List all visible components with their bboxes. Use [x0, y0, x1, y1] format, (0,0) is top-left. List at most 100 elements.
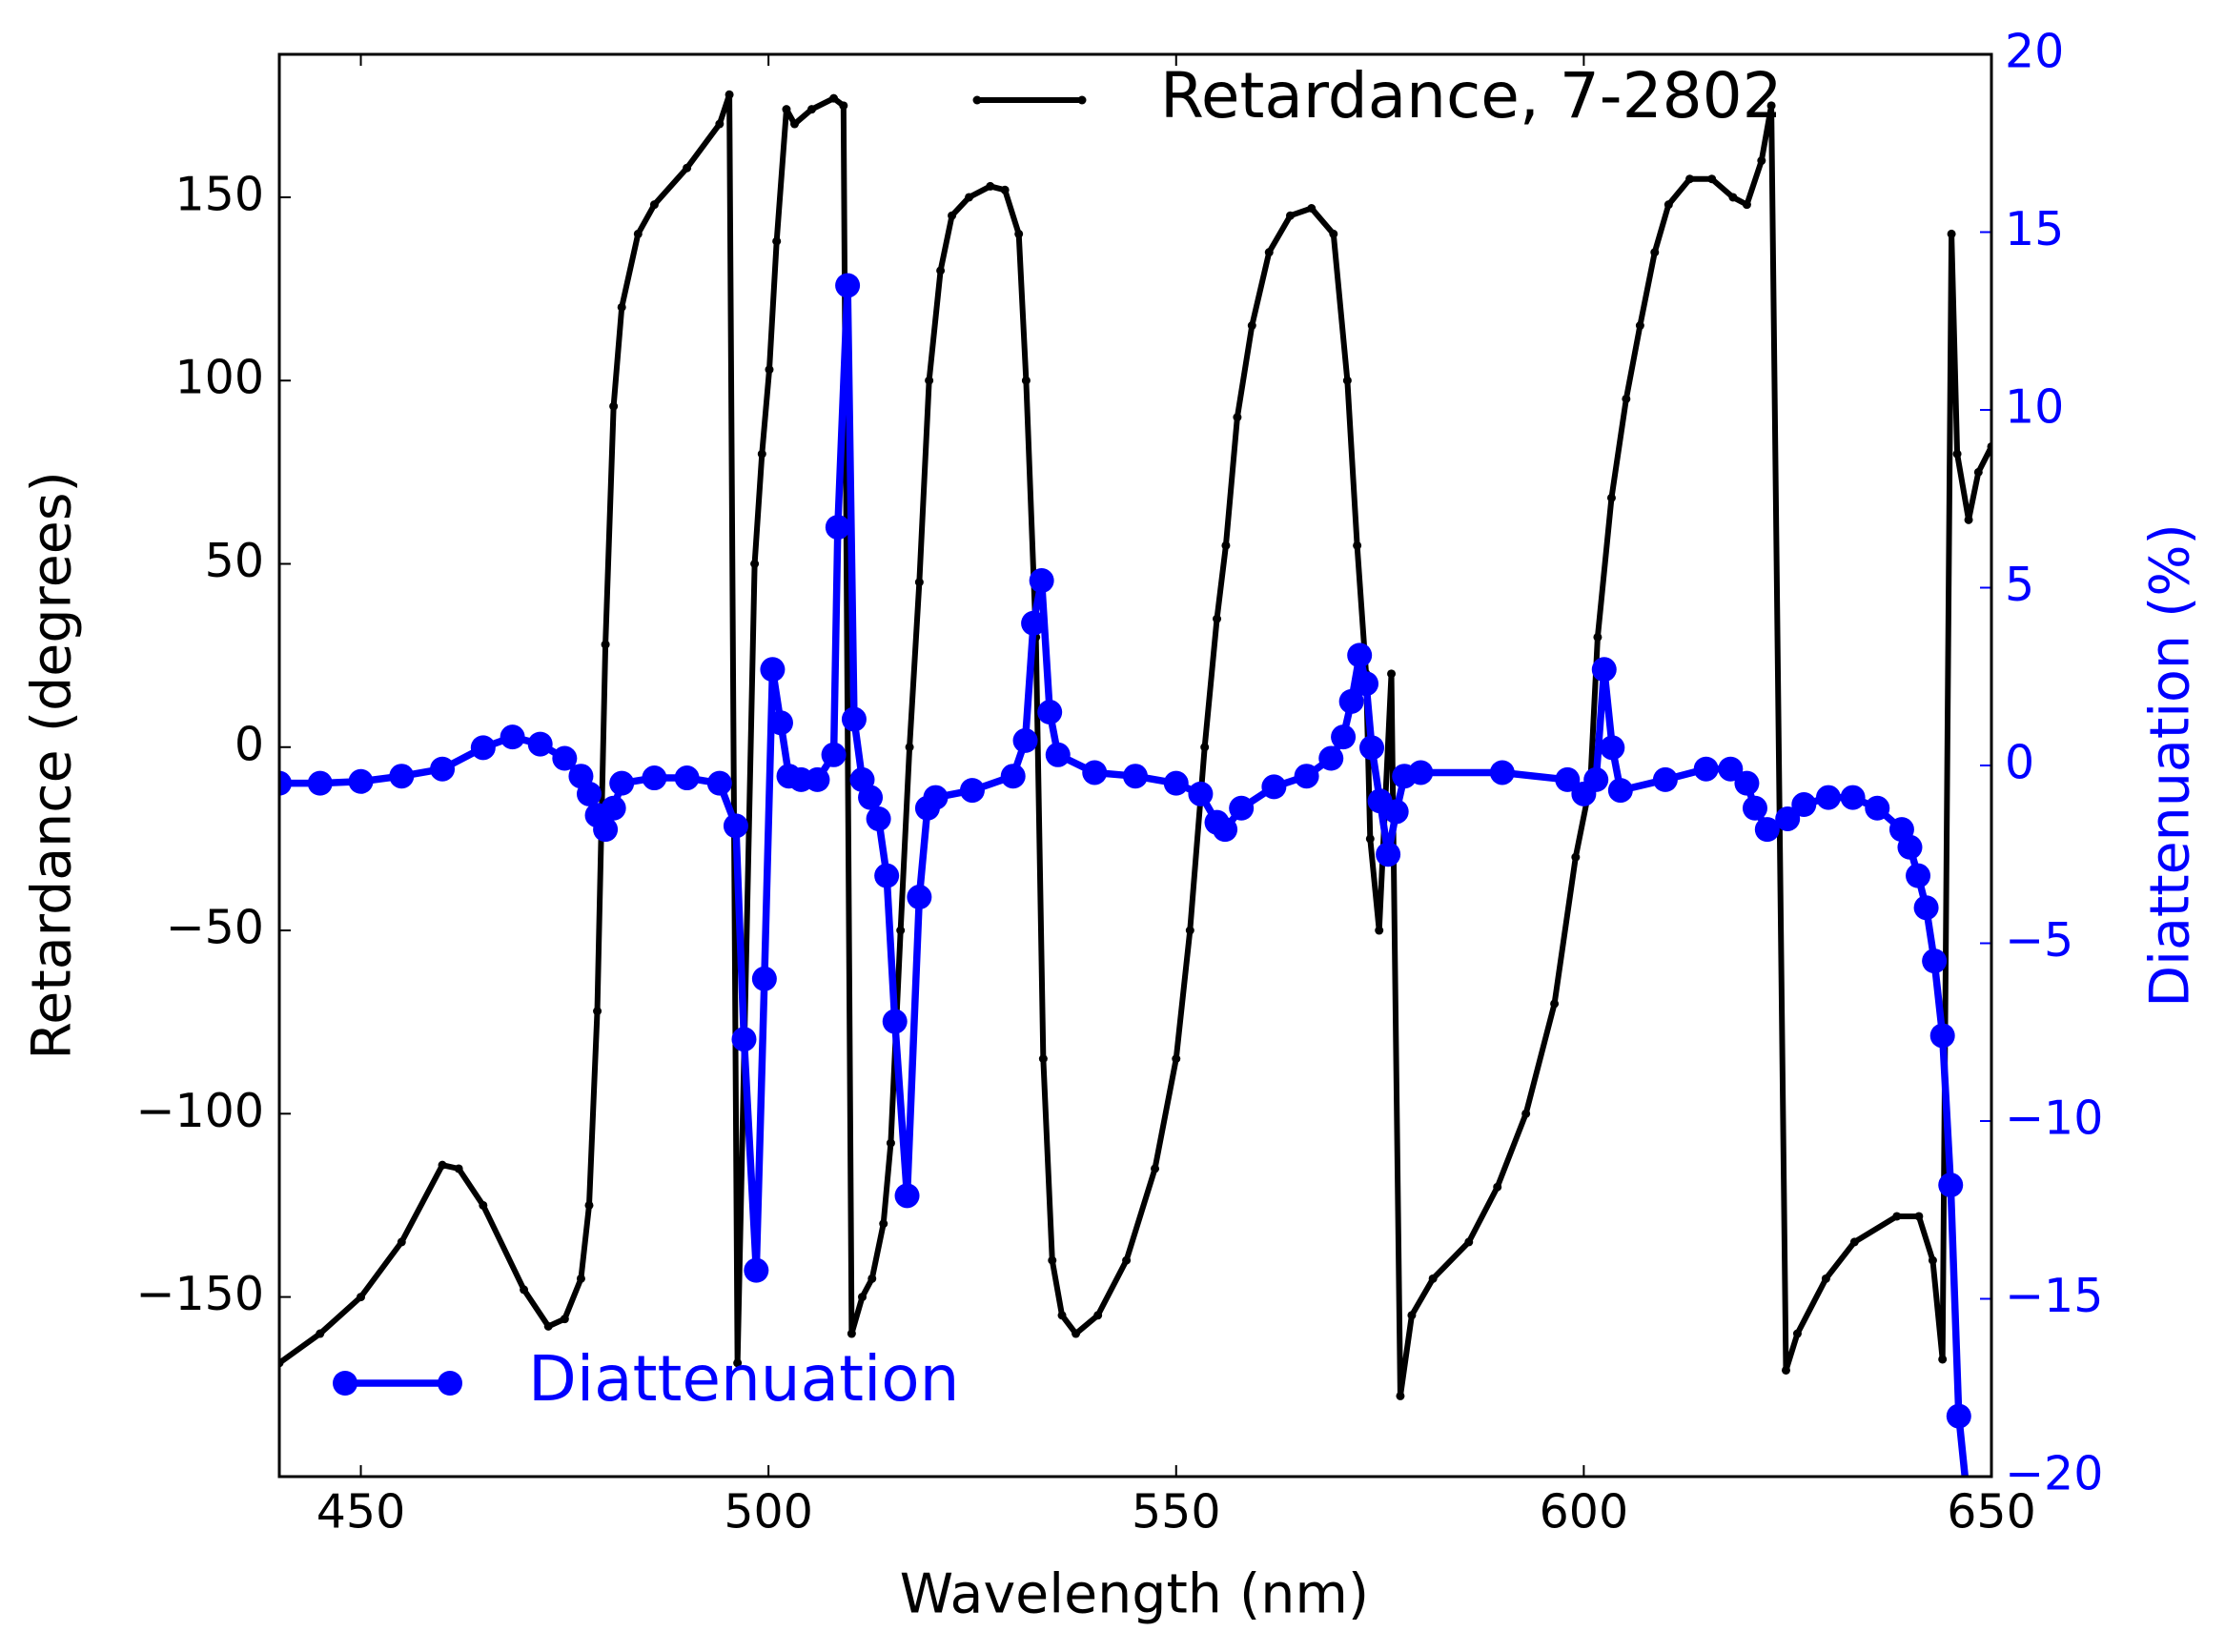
- legend-marker: [1077, 95, 1087, 105]
- data-point: [1188, 781, 1214, 806]
- data-point: [1264, 248, 1274, 257]
- x-tick-label: 600: [1540, 1485, 1629, 1540]
- data-point: [584, 1200, 594, 1210]
- data-point: [683, 163, 692, 173]
- data-point: [1375, 926, 1384, 935]
- data-point: [649, 200, 659, 210]
- data-point: [1583, 766, 1609, 792]
- data-point: [552, 745, 578, 771]
- x-tick-label: 450: [316, 1485, 406, 1540]
- data-point: [782, 105, 791, 114]
- data-point: [1865, 795, 1890, 821]
- data-point: [733, 1358, 743, 1368]
- plot-frame: [277, 52, 1993, 1479]
- data-point: [936, 266, 946, 275]
- data-point: [907, 885, 932, 910]
- data-point: [1261, 774, 1287, 800]
- data-point: [1947, 229, 1956, 238]
- data-point: [986, 181, 995, 191]
- data-point: [1045, 742, 1071, 767]
- x-axis-label: Wavelength (nm): [900, 1563, 1369, 1626]
- data-point: [925, 376, 934, 385]
- data-point: [1247, 321, 1256, 331]
- data-point: [1213, 817, 1238, 843]
- data-point: [560, 1315, 569, 1324]
- data-point: [1338, 688, 1364, 714]
- data-point: [1307, 204, 1317, 214]
- data-point: [1938, 1173, 1964, 1198]
- y-axis-label: Retardance (degrees): [21, 471, 84, 1060]
- data-point: [1946, 1403, 1971, 1429]
- data-point: [601, 640, 610, 649]
- data-point: [806, 105, 816, 114]
- data-point: [1172, 1054, 1181, 1064]
- data-point: [576, 1274, 585, 1283]
- data-point: [905, 743, 914, 752]
- data-point: [1929, 1023, 1955, 1049]
- data-point: [1521, 1109, 1531, 1118]
- data-point: [1123, 764, 1148, 789]
- data-point: [1037, 700, 1063, 725]
- data-point: [882, 1009, 908, 1034]
- data-point: [886, 1138, 895, 1148]
- data-point: [1964, 515, 1973, 524]
- data-point: [1973, 467, 1983, 477]
- y2-tick-label: −10: [2005, 1091, 2103, 1146]
- data-point: [1000, 185, 1010, 194]
- data-point: [1428, 1274, 1438, 1283]
- data-point: [1221, 540, 1231, 550]
- data-point: [1622, 394, 1631, 403]
- legend: Diattenuation: [333, 1342, 960, 1416]
- data-point: [1928, 1255, 1937, 1265]
- data-point: [1707, 174, 1717, 184]
- data-point: [1151, 1164, 1160, 1173]
- data-point: [1014, 229, 1024, 238]
- data-point: [858, 785, 884, 810]
- data-point: [835, 273, 861, 298]
- data-point: [520, 1285, 529, 1295]
- data-point: [767, 710, 793, 736]
- data-point: [1407, 1311, 1417, 1320]
- data-point: [1185, 926, 1194, 935]
- data-point: [757, 449, 766, 459]
- data-point: [715, 119, 725, 129]
- data-point: [454, 1164, 463, 1173]
- data-point: [772, 236, 782, 246]
- series-line: [279, 281, 1970, 1477]
- y2-tick-label: −15: [2005, 1269, 2103, 1323]
- data-point: [1791, 792, 1817, 818]
- data-point: [706, 770, 732, 796]
- data-point: [389, 764, 415, 789]
- data-point: [1754, 817, 1780, 843]
- data-point: [1766, 101, 1776, 111]
- data-point: [1029, 568, 1054, 594]
- data-point: [1600, 735, 1625, 761]
- data-point: [279, 770, 292, 796]
- data-point: [1464, 1237, 1474, 1247]
- data-point: [1728, 193, 1738, 202]
- data-point: [959, 778, 985, 804]
- data-point: [1331, 724, 1357, 750]
- data-point: [609, 770, 635, 796]
- data-point: [1021, 376, 1031, 385]
- data-point: [1000, 764, 1026, 789]
- data-point: [543, 1321, 553, 1331]
- data-point: [725, 90, 734, 99]
- data-point: [1757, 156, 1766, 166]
- data-point: [1906, 863, 1931, 888]
- data-point: [1607, 778, 1633, 804]
- data-point: [1591, 657, 1617, 683]
- data-point: [874, 863, 900, 888]
- y-tick-label: 150: [174, 167, 264, 221]
- data-point: [1849, 1237, 1859, 1247]
- data-point: [1347, 642, 1373, 668]
- y-tick-label: 50: [205, 534, 264, 588]
- data-point: [1652, 766, 1678, 792]
- data-point: [1781, 1365, 1790, 1375]
- data-point: [1163, 770, 1189, 796]
- data-point: [731, 1027, 757, 1052]
- data-point: [896, 926, 906, 935]
- legend-label: Diattenuation: [528, 1342, 960, 1416]
- data-point: [1376, 842, 1401, 867]
